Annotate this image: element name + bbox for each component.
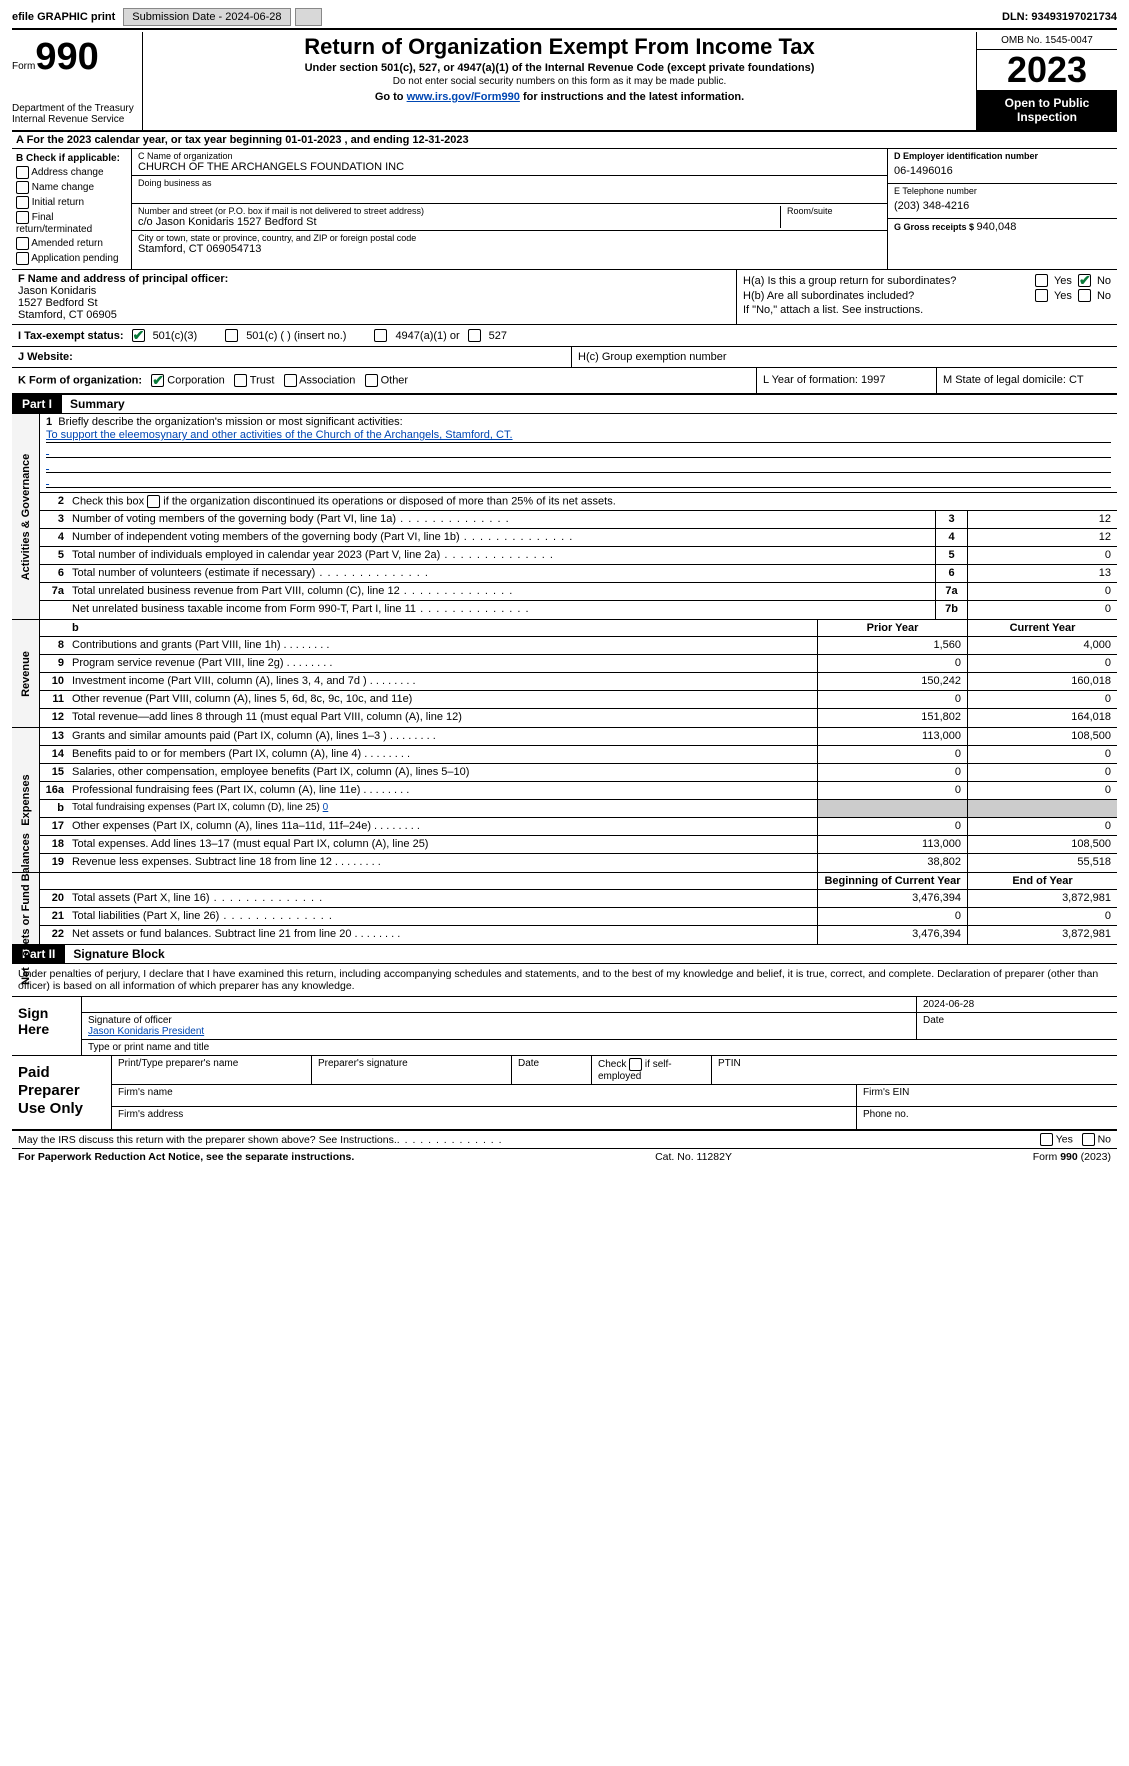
k-row: K Form of organization: Corporation Trus… [12,368,1117,395]
address-change-checkbox[interactable]: Address change [16,166,127,179]
box-c: C Name of organization CHURCH OF THE ARC… [132,149,887,269]
officer-sig-name: Jason Konidaris President [88,1026,910,1037]
discontinued-checkbox[interactable] [147,495,160,508]
city-state-zip: Stamford, CT 069054713 [138,243,881,255]
form-header: Form990 Department of the Treasury Inter… [12,32,1117,132]
form-footer-label: Form 990 (2023) [1033,1151,1111,1163]
v3: 12 [967,511,1117,528]
initial-return-checkbox[interactable]: Initial return [16,196,127,209]
line-a: A For the 2023 calendar year, or tax yea… [12,132,1117,149]
box-b: B Check if applicable: Address change Na… [12,149,132,269]
application-pending-checkbox[interactable]: Application pending [16,252,127,265]
open-inspection-label: Open to Public Inspection [977,90,1117,130]
gross-receipts: 940,048 [977,221,1017,233]
discuss-no-checkbox[interactable] [1082,1133,1095,1146]
officer-name: Jason Konidaris [18,285,730,297]
4947-checkbox[interactable] [374,329,387,342]
name-change-checkbox[interactable]: Name change [16,181,127,194]
revenue-section: Revenue bPrior YearCurrent Year 8Contrib… [12,620,1117,728]
expenses-section: Expenses 13Grants and similar amounts pa… [12,728,1117,873]
ha-block: H(a) Is this a group return for subordin… [737,270,1117,324]
sig-date: 2024-06-28 [917,997,1117,1012]
subtitle-2: Do not enter social security numbers on … [149,76,970,87]
signature-declaration: Under penalties of perjury, I declare th… [12,964,1117,997]
street-address: c/o Jason Konidaris 1527 Bedford St [138,216,780,228]
form-word: Form [12,61,35,72]
501c3-checkbox[interactable] [132,329,145,342]
officer-block: F Name and address of principal officer:… [12,270,737,324]
mission-text: To support the eleemosynary and other ac… [46,428,1111,443]
part-1-header: Part I [12,395,62,413]
ha-yes-checkbox[interactable] [1035,274,1048,287]
ein-value: 06-1496016 [894,161,1111,181]
self-employed-checkbox[interactable] [629,1058,642,1071]
state-domicile: M State of legal domicile: CT [937,368,1117,393]
amended-return-checkbox[interactable]: Amended return [16,237,127,250]
tax-year: 2023 [977,50,1117,90]
527-checkbox[interactable] [468,329,481,342]
phone-value: (203) 348-4216 [894,196,1111,216]
cat-no: Cat. No. 11282Y [655,1151,732,1163]
v7a: 0 [967,583,1117,600]
trust-checkbox[interactable] [234,374,247,387]
net-assets-section: Net Assets or Fund Balances Beginning of… [12,873,1117,945]
efile-label: efile GRAPHIC print [12,11,115,23]
omb-label: OMB No. 1545-0047 [977,32,1117,50]
paid-preparer-block: Paid Preparer Use Only Print/Type prepar… [12,1056,1117,1131]
subtitle-1: Under section 501(c), 527, or 4947(a)(1)… [149,62,970,74]
hb-no-checkbox[interactable] [1078,289,1091,302]
form-number: 990 [35,36,98,78]
501c-checkbox[interactable] [225,329,238,342]
goto-line: Go to www.irs.gov/Form990 for instructio… [149,91,970,103]
other-checkbox[interactable] [365,374,378,387]
website-row: J Website: H(c) Group exemption number [12,347,1117,368]
department-label: Department of the Treasury Internal Reve… [12,103,142,125]
submission-date-button[interactable]: Submission Date - 2024-06-28 [123,8,290,26]
blank-button[interactable] [295,8,322,26]
form-title: Return of Organization Exempt From Incom… [149,34,970,60]
box-d: D Employer identification number 06-1496… [887,149,1117,269]
discuss-yes-checkbox[interactable] [1040,1133,1053,1146]
final-return-checkbox[interactable]: Final return/terminated [16,211,127,235]
assoc-checkbox[interactable] [284,374,297,387]
entity-block: B Check if applicable: Address change Na… [12,149,1117,270]
corp-checkbox[interactable] [151,374,164,387]
org-name: CHURCH OF THE ARCHANGELS FOUNDATION INC [138,161,881,173]
tax-exempt-row: I Tax-exempt status: 501(c)(3) 501(c) ( … [12,325,1117,347]
discuss-question: May the IRS discuss this return with the… [18,1134,397,1146]
activities-governance-section: Activities & Governance 1 Briefly descri… [12,414,1117,620]
part-1-title: Summary [62,395,133,413]
v7b: 0 [967,601,1117,619]
v4: 12 [967,529,1117,546]
v5: 0 [967,547,1117,564]
form990-link[interactable]: www.irs.gov/Form990 [407,91,520,103]
ha-no-checkbox[interactable] [1078,274,1091,287]
paperwork-notice: For Paperwork Reduction Act Notice, see … [18,1151,354,1163]
sign-here-block: Sign Here 2024-06-28 Signature of office… [12,997,1117,1056]
part-2-title: Signature Block [65,945,172,963]
top-bar: efile GRAPHIC print Submission Date - 20… [12,8,1117,30]
dln-label: DLN: 93493197021734 [1002,11,1117,23]
v6: 13 [967,565,1117,582]
hb-yes-checkbox[interactable] [1035,289,1048,302]
year-formation: L Year of formation: 1997 [757,368,937,393]
